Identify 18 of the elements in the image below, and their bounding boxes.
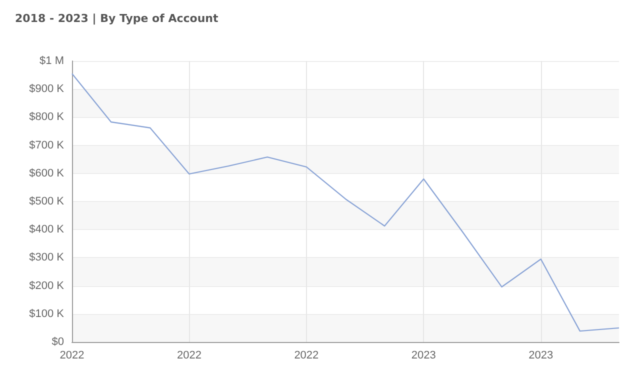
x-tick-label: 2022 xyxy=(294,350,319,362)
y-tick-label: $0 xyxy=(52,336,64,348)
y-tick-label: $300 K xyxy=(29,252,65,264)
y-tick-label: $100 K xyxy=(29,308,65,320)
y-tick-label: $400 K xyxy=(29,224,65,236)
y-tick-label: $700 K xyxy=(29,139,65,152)
y-tick-label: $600 K xyxy=(29,167,65,180)
x-tick-label: 2022 xyxy=(60,350,84,362)
x-tick-label: 2022 xyxy=(176,350,202,362)
y-tick-label: $1 M xyxy=(40,55,64,67)
y-tick-label: $500 K xyxy=(29,196,65,208)
y-tick-label: $200 K xyxy=(29,280,65,292)
x-tick-label: 2023 xyxy=(411,350,436,362)
chart-title: 2018 - 2023 | By Type of Account xyxy=(15,12,218,25)
line-series xyxy=(71,73,620,332)
y-tick-label: $900 K xyxy=(29,83,65,96)
y-tick-label: $800 K xyxy=(29,111,65,124)
x-tick-label: 2023 xyxy=(528,350,554,362)
